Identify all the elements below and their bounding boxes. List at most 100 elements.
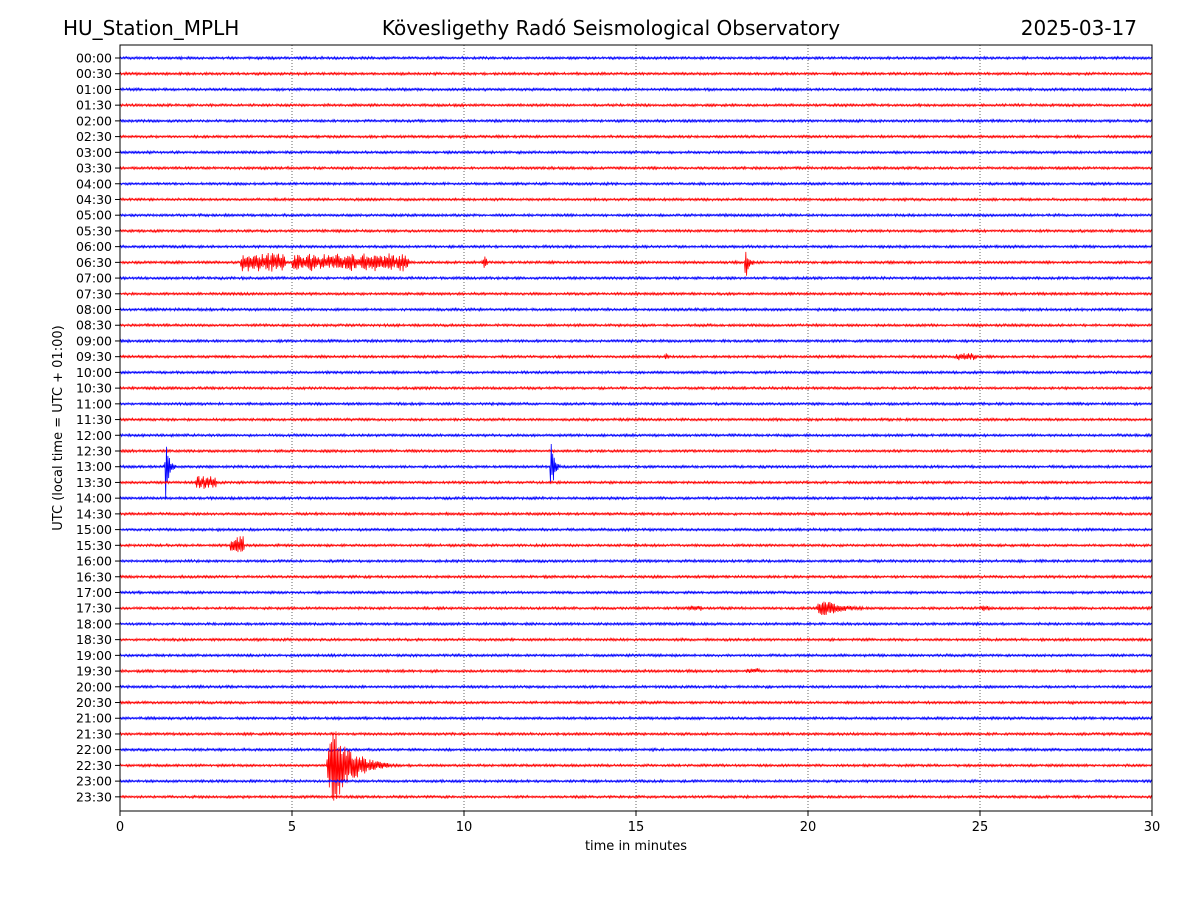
trace-01:00 [120,86,1152,93]
trace-20:30 [120,699,1152,706]
trace-23:00 [120,778,1152,784]
trace-08:00 [120,306,1152,313]
trace-05:30 [120,228,1152,234]
y-tick-label-15:00: 15:00 [76,522,112,537]
y-tick-label-22:30: 22:30 [76,758,112,773]
trace-11:30 [120,416,1152,423]
trace-08:30 [120,322,1152,328]
trace-22:30 [120,731,1152,801]
trace-00:30 [120,71,1152,77]
trace-12:00 [120,432,1152,438]
x-tick-label-25: 25 [972,820,989,835]
y-axis-ticks: 00:0000:3001:0001:3002:0002:3003:0003:30… [76,51,120,804]
y-tick-label-03:30: 03:30 [76,161,112,176]
x-axis-ticks: 0 5 10 15 20 25 30 [116,811,1160,835]
trace-14:30 [120,511,1152,517]
chart-title: Kövesligethy Radó Seismological Observat… [382,16,840,40]
trace-15:30 [120,536,1152,553]
y-tick-label-20:00: 20:00 [76,679,112,694]
trace-13:30 [120,476,1152,489]
y-tick-label-10:00: 10:00 [76,365,112,380]
y-tick-label-14:30: 14:30 [76,506,112,521]
plot-frame [119,44,1153,812]
y-tick-label-11:30: 11:30 [76,412,112,427]
trace-22:00 [120,747,1152,753]
y-tick-label-13:00: 13:00 [76,459,112,474]
trace-10:00 [120,369,1152,376]
trace-03:30 [120,165,1152,171]
trace-14:00 [120,495,1152,501]
y-tick-label-21:30: 21:30 [76,726,112,741]
trace-18:30 [120,637,1152,643]
y-tick-label-07:30: 07:30 [76,286,112,301]
trace-18:00 [120,621,1152,627]
y-tick-label-22:00: 22:00 [76,742,112,757]
trace-07:00 [120,275,1152,281]
y-tick-label-01:00: 01:00 [76,82,112,97]
x-tick-label-10: 10 [456,820,473,835]
y-tick-label-20:30: 20:30 [76,695,112,710]
y-tick-label-04:00: 04:00 [76,176,112,191]
y-tick-label-17:00: 17:00 [76,585,112,600]
trace-09:30 [120,353,1152,361]
trace-02:30 [120,133,1152,140]
x-tick-label-20: 20 [800,820,817,835]
trace-03:00 [120,149,1152,156]
seismic-traces [120,55,1152,801]
y-tick-label-21:00: 21:00 [76,711,112,726]
x-tick-label-0: 0 [116,820,124,835]
trace-11:00 [120,401,1152,407]
trace-06:00 [120,244,1152,250]
trace-10:30 [120,385,1152,391]
trace-06:30 [120,251,1152,276]
y-tick-label-01:30: 01:30 [76,98,112,113]
trace-13:00 [120,444,1152,499]
trace-23:30 [120,794,1152,800]
y-tick-label-13:30: 13:30 [76,475,112,490]
trace-21:30 [120,731,1152,737]
y-tick-label-12:30: 12:30 [76,444,112,459]
station-name: HU_Station_MPLH [63,16,239,40]
y-tick-label-06:00: 06:00 [76,239,112,254]
trace-20:00 [120,684,1152,690]
y-tick-label-07:00: 07:00 [76,271,112,286]
y-tick-label-17:30: 17:30 [76,601,112,616]
y-tick-label-03:00: 03:00 [76,145,112,160]
y-tick-label-06:30: 06:30 [76,255,112,270]
y-tick-label-23:00: 23:00 [76,774,112,789]
y-tick-label-05:00: 05:00 [76,208,112,223]
x-tick-label-30: 30 [1144,820,1161,835]
y-tick-label-12:00: 12:00 [76,428,112,443]
trace-04:30 [120,196,1152,203]
y-tick-label-16:00: 16:00 [76,554,112,569]
y-tick-label-16:30: 16:30 [76,569,112,584]
trace-05:00 [120,212,1152,218]
y-tick-label-02:30: 02:30 [76,129,112,144]
y-tick-label-09:00: 09:00 [76,333,112,348]
trace-04:00 [120,181,1152,187]
trace-09:00 [120,338,1152,344]
trace-01:30 [120,102,1152,108]
trace-02:00 [120,118,1152,124]
y-tick-label-10:30: 10:30 [76,381,112,396]
y-tick-label-11:00: 11:00 [76,396,112,411]
trace-21:00 [120,715,1152,721]
x-tick-label-5: 5 [288,820,296,835]
y-tick-label-19:30: 19:30 [76,664,112,679]
trace-07:30 [120,291,1152,297]
y-tick-label-02:00: 02:00 [76,113,112,128]
y-tick-label-08:30: 08:30 [76,318,112,333]
trace-17:00 [120,589,1152,596]
y-tick-label-18:30: 18:30 [76,632,112,647]
y-tick-label-14:00: 14:00 [76,491,112,506]
trace-19:30 [120,667,1152,674]
chart-date: 2025-03-17 [1021,16,1137,40]
trace-16:00 [120,558,1152,564]
trace-19:00 [120,652,1152,659]
y-tick-label-19:00: 19:00 [76,648,112,663]
y-tick-label-23:30: 23:30 [76,789,112,804]
trace-17:30 [120,601,1152,616]
trace-15:00 [120,526,1152,533]
y-tick-label-18:00: 18:00 [76,616,112,631]
x-axis-label: time in minutes [585,839,687,854]
